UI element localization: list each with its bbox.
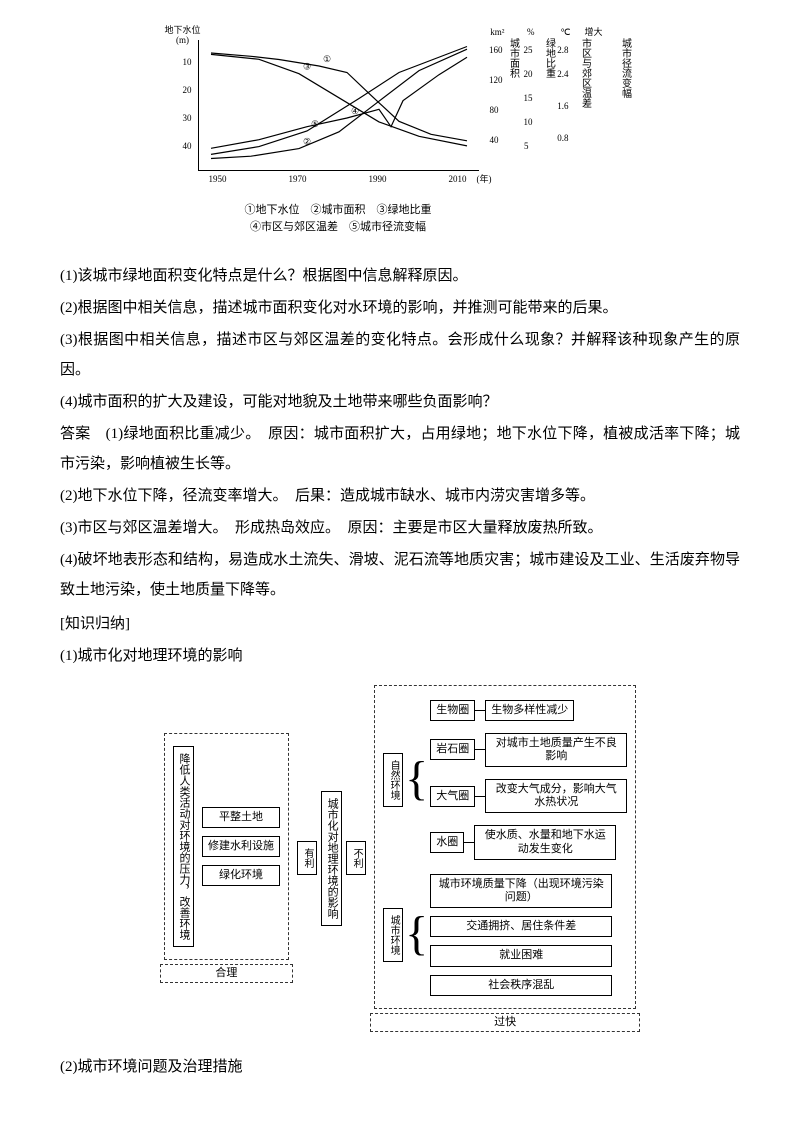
y4-title: 市区与郊区温差 — [580, 38, 591, 108]
left-main-box: 降低人类活动对环境的压力，改善环境 — [173, 746, 194, 947]
x-label: (年) — [477, 175, 492, 184]
urban-issue-box: 社会秩序混乱 — [430, 975, 612, 996]
svg-text:②: ② — [303, 137, 311, 147]
right-bottom-label: 城市环境 — [383, 908, 403, 962]
y2-unit: km² — [490, 28, 504, 38]
y3-tick: 15 — [524, 94, 533, 103]
group-right-label: 过快 — [370, 1013, 640, 1032]
y4-tick: 1.6 — [557, 102, 568, 111]
left-item-box: 绿化环境 — [202, 865, 280, 886]
y2-title: 城市面积 — [508, 38, 519, 78]
knowledge-item-2: (2)城市环境问题及治理措施 — [60, 1052, 740, 1082]
left-item-box: 修建水利设施 — [202, 836, 280, 857]
chart-figure: 地下水位(m) 10 20 30 40 km² 城市面积 160 120 80 … — [60, 40, 740, 241]
x-tick: 1990 — [369, 175, 387, 184]
sphere-box: 生物圈 — [430, 700, 475, 721]
y4-tick: 2.8 — [557, 46, 568, 55]
y2-tick: 40 — [490, 136, 499, 145]
y4-tick: 2.4 — [557, 70, 568, 79]
right-tag-box: 不利 — [346, 841, 366, 875]
group-left-label: 合理 — [160, 964, 293, 983]
effect-box: 使水质、水量和地下水运动发生变化 — [474, 825, 616, 859]
urban-issue-box: 就业困难 — [430, 945, 612, 966]
x-tick: 1950 — [209, 175, 227, 184]
svg-text:⑤: ⑤ — [311, 119, 319, 129]
chart-lines: ① ② ③ ④ ⑤ — [199, 40, 479, 170]
y5-unit: 增大 — [584, 28, 602, 38]
y4-tick: 0.8 — [557, 134, 568, 143]
y3-tick: 10 — [524, 118, 533, 127]
effect-box: 改变大气成分，影响大气水热状况 — [485, 779, 627, 813]
chart-legend-1: ①地下水位 ②城市面积 ③绿地比重 — [198, 202, 479, 219]
y3-unit: % — [527, 28, 535, 38]
urban-issue-box: 城市环境质量下降（出现环境污染问题） — [430, 874, 612, 908]
concept-diagram: 降低人类活动对环境的压力，改善环境 平整土地 修建水利设施 绿化环境 合理 有利… — [60, 685, 740, 1032]
y3-title: 绿地比重 — [544, 38, 555, 78]
svg-text:④: ④ — [351, 106, 359, 116]
svg-text:①: ① — [323, 54, 331, 64]
center-box: 城市化对地理环境的影响 — [321, 791, 342, 926]
y2-tick: 120 — [489, 76, 503, 85]
answer-4: (4)破坏地表形态和结构，易造成水土流失、滑坡、泥石流等地质灾害；城市建设及工业… — [60, 545, 740, 605]
knowledge-item-1: (1)城市化对地理环境的影响 — [60, 641, 740, 671]
y1-tick: 30 — [183, 114, 192, 123]
multi-line-chart: 地下水位(m) 10 20 30 40 km² 城市面积 160 120 80 … — [198, 40, 479, 171]
left-item-box: 平整土地 — [202, 807, 280, 828]
sphere-box: 岩石圈 — [430, 739, 475, 760]
y3-tick: 20 — [524, 70, 533, 79]
question-1: (1)该城市绿地面积变化特点是什么？根据图中信息解释原因。 — [60, 261, 740, 291]
y1-tick: 10 — [183, 58, 192, 67]
y2-tick: 80 — [490, 106, 499, 115]
answer-2: (2)地下水位下降，径流变率增大。 后果：造成城市缺水、城市内涝灾害增多等。 — [60, 481, 740, 511]
y3-tick: 5 — [524, 142, 529, 151]
effect-box: 生物多样性减少 — [485, 700, 574, 721]
svg-text:③: ③ — [303, 62, 311, 72]
chart-legend-2: ④市区与郊区温差 ⑤城市径流变幅 — [198, 219, 479, 236]
left-tag-box: 有利 — [297, 841, 317, 875]
y1-tick: 20 — [183, 86, 192, 95]
sphere-box: 大气圈 — [430, 786, 475, 807]
answer-3: (3)市区与郊区温差增大。 形成热岛效应。 原因：主要是市区大量释放废热所致。 — [60, 513, 740, 543]
y4-unit: ℃ — [560, 28, 570, 38]
x-tick: 2010 — [449, 175, 467, 184]
sphere-box: 水圈 — [430, 832, 464, 853]
y1-title: 地下水位(m) — [165, 26, 201, 46]
question-3: (3)根据图中相关信息，描述市区与郊区温差的变化特点。会形成什么现象？并解释该种… — [60, 325, 740, 385]
right-top-label: 自然环境 — [383, 753, 403, 807]
y3-tick: 25 — [524, 46, 533, 55]
urban-issue-box: 交通拥挤、居住条件差 — [430, 916, 612, 937]
y1-tick: 40 — [183, 142, 192, 151]
question-4: (4)城市面积的扩大及建设，可能对地貌及土地带来哪些负面影响？ — [60, 387, 740, 417]
x-tick: 1970 — [289, 175, 307, 184]
knowledge-header: [知识归纳] — [60, 609, 740, 639]
answer-1: 答案 (1)绿地面积比重减少。 原因：城市面积扩大，占用绿地；地下水位下降，植被… — [60, 419, 740, 479]
effect-box: 对城市土地质量产生不良影响 — [485, 733, 627, 767]
question-2: (2)根据图中相关信息，描述城市面积变化对水环境的影响，并推测可能带来的后果。 — [60, 293, 740, 323]
y2-tick: 160 — [489, 46, 503, 55]
y5-title: 城市径流变幅 — [620, 38, 631, 98]
